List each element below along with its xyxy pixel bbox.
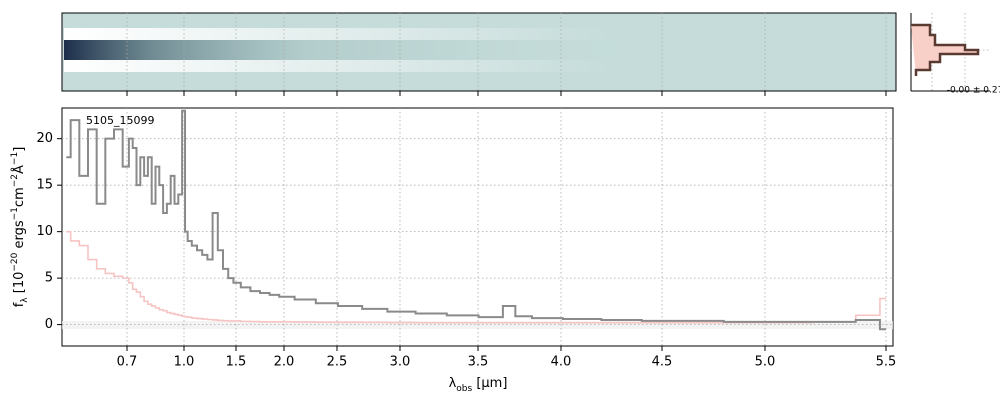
label-part: [μm] [472,376,507,391]
label-part: f [12,302,27,307]
x-tick-label: 4.5 [652,355,673,370]
x-axis-label: λobs [μm] [449,376,508,394]
x-tick-label: 3.0 [390,355,411,370]
label-part: Å [11,165,27,174]
x-tick-label: 1.5 [226,355,247,370]
y-tick-label: 20 [36,131,53,146]
annotation: 5105_15099 [86,114,155,127]
label-part: cm [12,187,27,207]
y-axis-label: fλ [10−20 ergs−1cm−2Å−1] [10,147,30,308]
y-tick-label: 15 [36,178,53,193]
label-part: λ [20,297,30,303]
spectrum-2d [61,12,897,92]
label-part: −2 [10,174,20,187]
zero-band [62,321,893,329]
y-tick-label: 10 [36,224,53,239]
label-part: ergs [12,220,27,252]
label-part: −1 [10,152,20,165]
x-tick-label: 2.0 [274,355,295,370]
x-tick-label: 5.5 [876,355,897,370]
label-part: [10 [12,272,27,298]
y-tick-label: 5 [45,271,53,286]
label-part: obs [456,384,472,394]
series-line [66,230,886,324]
series-line [66,109,886,331]
histogram-panel: -0.00 ± 0.27 [910,13,1000,96]
x-tick-label: 0.7 [117,355,138,370]
x-tick-label: 5.0 [755,355,776,370]
label-part: −20 [10,252,20,271]
x-tick-label: 4.0 [551,355,572,370]
x-tick-label: 3.5 [468,355,489,370]
label-part: λ [449,376,457,391]
plot-frame [61,107,894,347]
y-tick-label: 0 [45,317,53,332]
label-part: −1 [10,207,20,220]
x-tick-label: 2.5 [327,355,348,370]
histogram-label: -0.00 ± 0.27 [947,86,1000,96]
label-part: ] [12,147,27,152]
x-tick-label: 1.0 [174,355,195,370]
